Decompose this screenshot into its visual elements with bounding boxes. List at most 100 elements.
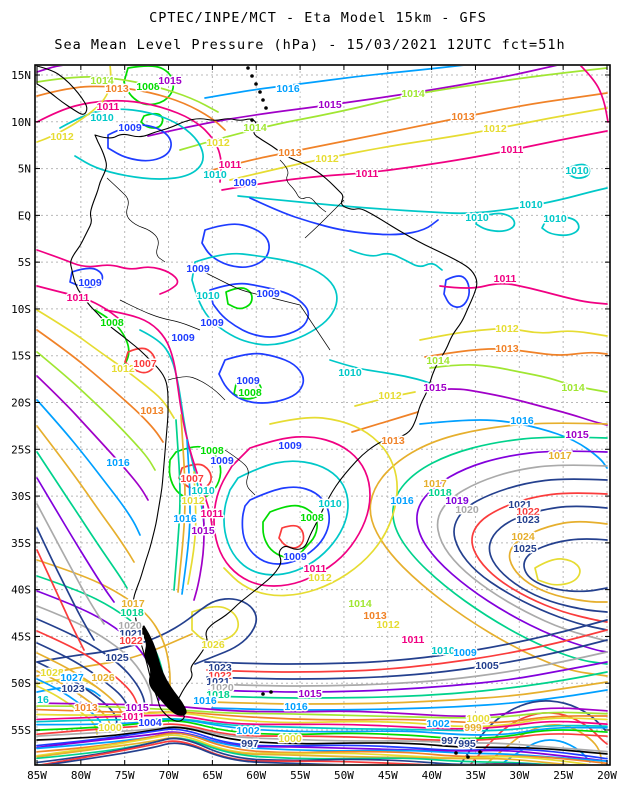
contour-label: 1009 [186,263,210,275]
contour-line-1018 [173,419,181,591]
grid-lines [36,66,609,764]
lat-tick-label: 45S [11,630,31,643]
lon-tick-label: 50W [334,769,354,782]
contour-label: 1012 [111,363,135,375]
contour-line-1013 [424,348,608,358]
contour-line-1012 [187,471,197,585]
contour-line-1016 [419,419,608,469]
contour-line-1020 [207,651,608,687]
contour-label: 1024 [511,531,535,543]
contour-line-1015 [147,66,558,137]
lon-tick-label: 20W [597,769,617,782]
contour-label: 1000 [278,733,302,745]
lat-tick-label: 5N [18,163,31,176]
contour-line-1023 [488,505,608,613]
contour-label: 1008 [100,317,124,329]
contour-label: 1008 [238,387,262,399]
country-border [106,177,166,263]
contour-label: 1002 [236,725,260,737]
contour-line-1007 [36,723,608,742]
contour-line-1016 [36,399,141,536]
contour-line-1019 [416,450,608,653]
contour-label: 1020 [210,682,234,694]
lon-tick-label: 65W [202,769,222,782]
island [264,106,268,110]
country-border [167,376,226,401]
contour-label: 1000 [98,722,122,734]
contour-line-1017 [36,559,171,691]
contour-label: 1020 [455,504,479,516]
contour-line-1011 [221,130,608,191]
chart-title: CPTEC/INPE/MCT - Eta Model 15km - GFS [149,10,487,26]
contour-label: 1025 [513,543,537,555]
contour-line-1011 [213,435,371,587]
contour-line-1008 [123,66,175,106]
contour-line-1018 [392,436,608,665]
contour-label: 1018 [120,607,144,619]
lat-tick-label: 50S [11,677,31,690]
contour-line-1011 [439,282,608,305]
island [454,751,458,755]
contour-line-1022 [471,492,608,623]
contour-label: 1009 [453,647,477,659]
contour-line-1009 [36,718,608,736]
contour-label: 1016 [510,415,534,427]
contour-label: 1012 [376,619,400,631]
lat-tick-label: 10S [11,303,31,316]
contour-line-1015 [36,702,608,718]
contour-label: 1013 [278,147,302,159]
contour-line-1000 [36,734,592,764]
contour-label: 1010 [318,498,342,510]
lat-tick-label: 5S [18,256,31,269]
contour-label: 1011 [97,101,120,113]
contour-line-1022 [206,629,608,673]
lon-tick-label: 55W [290,769,310,782]
contour-line-1018 [209,671,608,699]
contour-label: 1017 [121,598,145,610]
contour-label: 999 [464,722,482,734]
contour-label: 1012 [308,572,332,584]
contour-label: 1021 [206,676,230,688]
island [269,690,273,694]
contour-label: 1014 [90,75,114,87]
lat-tick-label: 20S [11,397,31,410]
contour-label: 1015 [298,688,322,700]
contour-label: 997 [441,735,459,747]
island [258,90,262,94]
contour-label: 1010 [519,199,543,211]
contour-lines [36,66,609,764]
south-america-outline [70,118,478,722]
contour-label: 1023 [208,662,232,674]
contour-line-1004 [36,728,608,760]
contour-line-1009 [249,197,439,236]
lon-tick-label: 85W [27,769,47,782]
contour-line-1014 [36,705,608,719]
contour-line-1010 [329,359,446,391]
contour-line-1015 [459,700,606,764]
contour-label: 1009 [278,440,302,452]
contour-label: 1008 [200,445,224,457]
contour-line-1022 [36,549,85,651]
contour-label: 1016 [390,495,414,507]
contour-label: 1013 [451,111,475,123]
island [246,66,250,70]
contour-line-1015 [36,375,149,501]
island [478,750,482,754]
contour-line-1008 [36,719,608,740]
contour-line-1010 [36,717,608,732]
contour-label: 1010 [196,290,220,302]
contour-label: 1023 [61,683,85,695]
contour-line-1011 [36,714,608,730]
contour-label: 1011 [501,144,524,156]
contour-line-1009 [443,275,471,308]
contour-label: 1014 [426,355,450,367]
contour-line-1012 [36,309,175,419]
contour-label: 1021 [119,628,143,640]
contour-label: 16 [37,694,49,706]
lat-tick-label: 10N [11,116,31,129]
lat-tick-label: 35S [11,537,31,550]
contour-line-1021 [453,478,608,631]
contour-line-1008 [168,445,222,501]
